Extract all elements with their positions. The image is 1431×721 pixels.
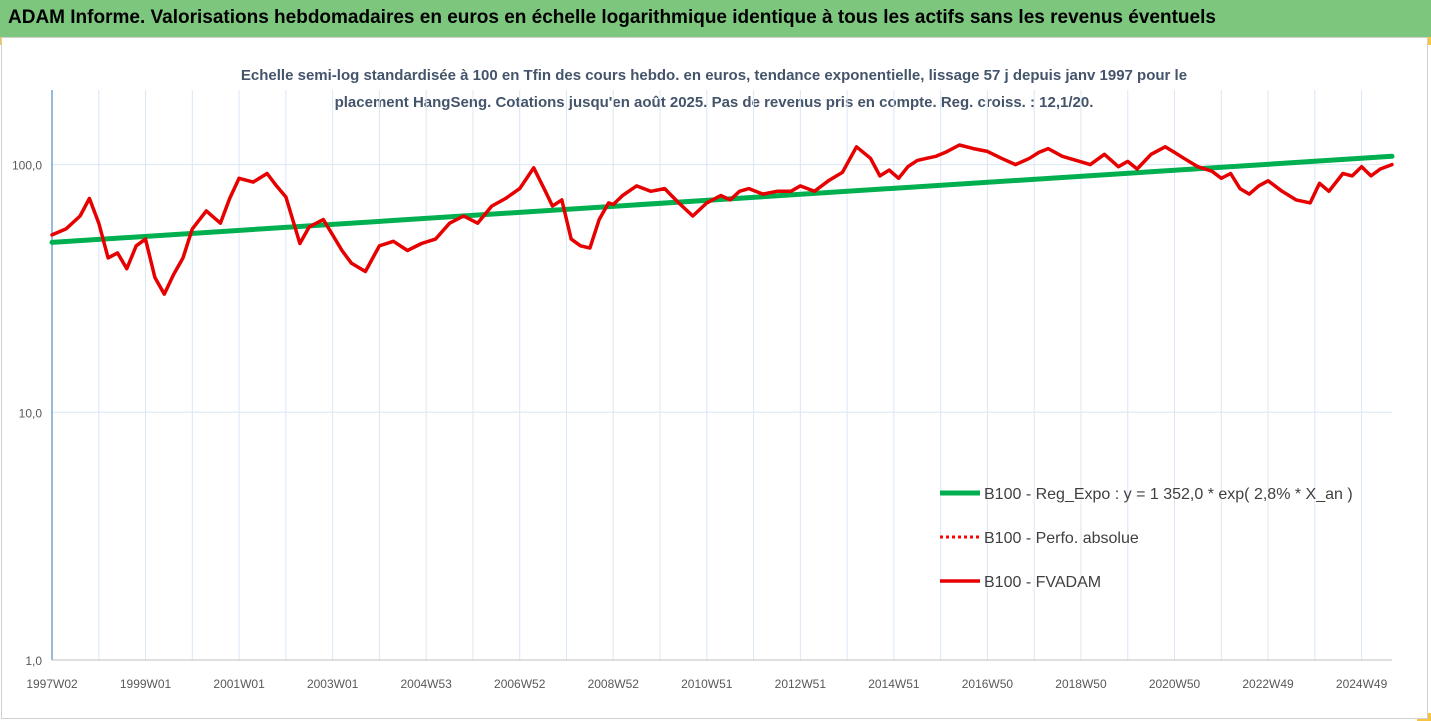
chart-subtitle-line1: Echelle semi-log standardisée à 100 en T… [241, 67, 1187, 84]
series-layer [49, 143, 1395, 296]
x-tick-label: 2024W49 [1336, 677, 1388, 691]
legend-label: B100 - Perfo. absolue [984, 530, 1139, 547]
x-tick-label: 2006W52 [494, 677, 546, 691]
legend-label: B100 - FVADAM [984, 574, 1101, 591]
legend[interactable]: B100 - Reg_Expo : y = 1 352,0 * exp( 2,8… [940, 486, 1353, 591]
chart-subtitle-line2: placement HangSeng. Cotations jusqu'en a… [335, 94, 1094, 111]
report-header: ADAM Informe. Valorisations hebdomadaire… [0, 0, 1431, 37]
x-tick-label: 2003W01 [307, 677, 359, 691]
y-tick-label: 1,0 [25, 654, 42, 668]
y-tick-label: 100,0 [12, 159, 42, 173]
y-tick-label: 10,0 [19, 406, 43, 420]
axis-layer: 100,0 10,0 1,0 1997W02 1999W01 2001W01 2003W01… [12, 90, 1392, 691]
series-line-0 [49, 153, 1395, 245]
x-tick-label: 2016W50 [962, 677, 1014, 691]
x-tick-label: 2022W49 [1242, 677, 1294, 691]
report-title: ADAM Informe. Valorisations hebdomadaire… [8, 7, 1216, 28]
x-tick-label: 2018W50 [1055, 677, 1107, 691]
x-tick-label: 2008W52 [588, 677, 640, 691]
x-tick-label: 2001W01 [213, 677, 265, 691]
x-tick-label: 2014W51 [868, 677, 920, 691]
legend-label: B100 - Reg_Expo : y = 1 352,0 * exp( 2,8… [984, 486, 1353, 503]
x-tick-label: 1997W02 [26, 677, 78, 691]
x-tick-label: 2004W53 [400, 677, 452, 691]
x-tick-label: 2020W50 [1149, 677, 1201, 691]
x-tick-label: 2010W51 [681, 677, 733, 691]
grid-layer [51, 90, 1392, 661]
series-line-2 [50, 143, 1394, 296]
x-tick-label: 2012W51 [775, 677, 827, 691]
x-tick-label: 1999W01 [120, 677, 172, 691]
